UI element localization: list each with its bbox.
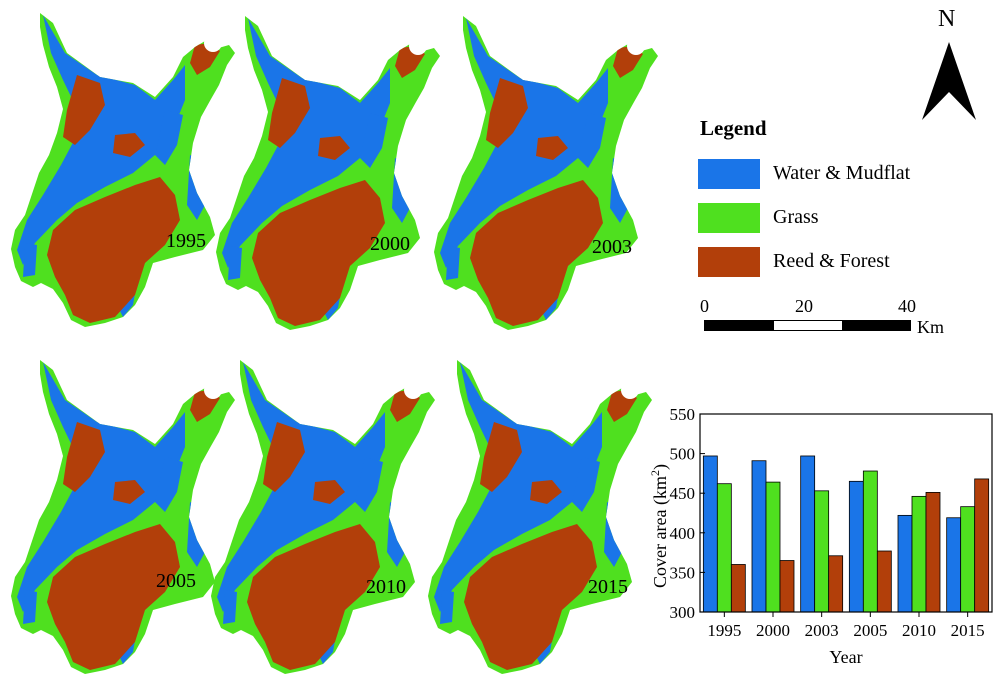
chart-bar xyxy=(925,492,941,613)
chart-bar xyxy=(800,455,816,613)
chart-xtick-label: 2000 xyxy=(756,621,790,640)
map-2000 xyxy=(210,8,445,338)
chart-bar xyxy=(862,470,878,613)
map-year-label-2003: 2003 xyxy=(592,236,632,258)
map-2003 xyxy=(428,8,663,338)
chart-bar xyxy=(911,495,927,613)
map-2010 xyxy=(205,352,440,682)
legend-label-water: Water & Mudflat xyxy=(773,162,911,184)
map-year-label-1995: 1995 xyxy=(166,230,206,252)
chart-bar xyxy=(751,460,767,613)
legend-swatch-grass xyxy=(698,203,760,233)
chart-bar xyxy=(702,455,718,613)
map-year-label-2005: 2005 xyxy=(156,570,196,592)
scale-bar xyxy=(704,320,911,331)
chart-bar xyxy=(946,517,962,613)
map-year-label-2015: 2015 xyxy=(588,576,628,598)
legend-title: Legend xyxy=(700,116,767,140)
chart-ytick-label: 450 xyxy=(670,484,696,503)
chart-bar xyxy=(960,506,976,613)
chart-xtick-label: 2010 xyxy=(902,621,936,640)
chart-bar xyxy=(730,564,746,613)
chart-ytick-label: 350 xyxy=(670,563,696,582)
chart-xlabel: Year xyxy=(829,647,862,667)
chart-bar xyxy=(814,490,830,613)
map-year-label-2010: 2010 xyxy=(366,576,406,598)
north-arrow-letter: N xyxy=(938,6,956,32)
scale-unit: Km xyxy=(917,317,944,337)
chart-bar xyxy=(897,514,913,613)
chart-xtick-label: 1995 xyxy=(707,621,741,640)
chart-bar xyxy=(716,483,732,613)
map-1995 xyxy=(5,5,240,335)
chart-ylabel: Cover area (km2) xyxy=(648,464,671,588)
chart-xtick-label: 2003 xyxy=(805,621,839,640)
cover-area-bar-chart: 300 350 400 450 500 550 1995 2000 2003 2005 2010 2… xyxy=(648,405,993,667)
map-year-label-2000: 2000 xyxy=(370,233,410,255)
chart-plot-frame xyxy=(699,413,993,613)
chart-bar xyxy=(848,480,864,613)
chart-bar xyxy=(779,560,795,613)
scale-tick-40: 40 xyxy=(898,296,916,316)
legend-swatch-reed xyxy=(698,247,760,277)
chart-bar xyxy=(974,478,990,613)
chart-ytick-label: 550 xyxy=(670,405,696,424)
legend-label-grass: Grass xyxy=(773,206,819,228)
chart-bar xyxy=(765,481,781,613)
chart-xtick-label: 2015 xyxy=(951,621,985,640)
chart-ytick-label: 500 xyxy=(670,445,696,464)
north-arrow-icon xyxy=(922,42,976,120)
legend-swatch-water xyxy=(698,159,760,189)
scale-tick-0: 0 xyxy=(700,296,709,316)
chart-bar xyxy=(828,555,844,613)
scale-tick-20: 20 xyxy=(795,296,813,316)
chart-ytick-label: 400 xyxy=(670,524,696,543)
map-2015 xyxy=(422,352,657,682)
chart-bar xyxy=(876,550,892,613)
chart-ytick-label: 300 xyxy=(670,603,696,622)
chart-xtick-label: 2005 xyxy=(853,621,887,640)
legend-label-reed: Reed & Forest xyxy=(773,250,890,272)
